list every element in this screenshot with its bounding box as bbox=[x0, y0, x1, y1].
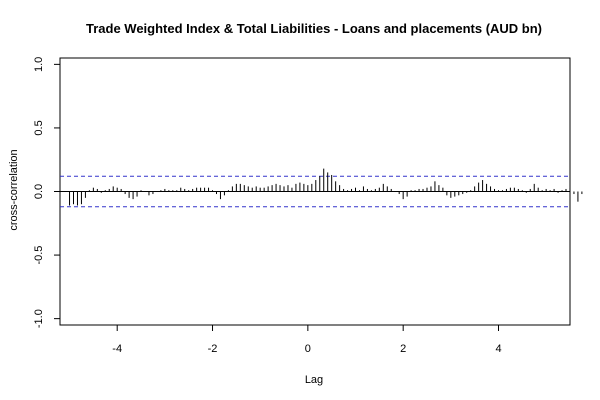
y-axis-label: cross-correlation bbox=[8, 149, 20, 230]
y-tick-label: -1.0 bbox=[33, 309, 45, 328]
y-tick-label: -0.5 bbox=[33, 246, 45, 265]
x-tick-label: -4 bbox=[112, 343, 122, 355]
plot-area: -4 -2 0 2 4 -1.0 -0.5 0.0 0.5 1.0 bbox=[33, 57, 583, 355]
chart-title: Trade Weighted Index & Total Liabilities… bbox=[86, 21, 542, 36]
y-tick-label: 0.0 bbox=[33, 184, 45, 199]
y-tick-label: 0.5 bbox=[33, 120, 45, 135]
x-tick-label: 2 bbox=[400, 343, 406, 355]
x-tick-label: 4 bbox=[495, 343, 501, 355]
y-tick-label: 1.0 bbox=[33, 57, 45, 72]
x-tick-label: -2 bbox=[208, 343, 218, 355]
x-axis-label: Lag bbox=[305, 374, 323, 386]
x-tick-label: 0 bbox=[305, 343, 311, 355]
